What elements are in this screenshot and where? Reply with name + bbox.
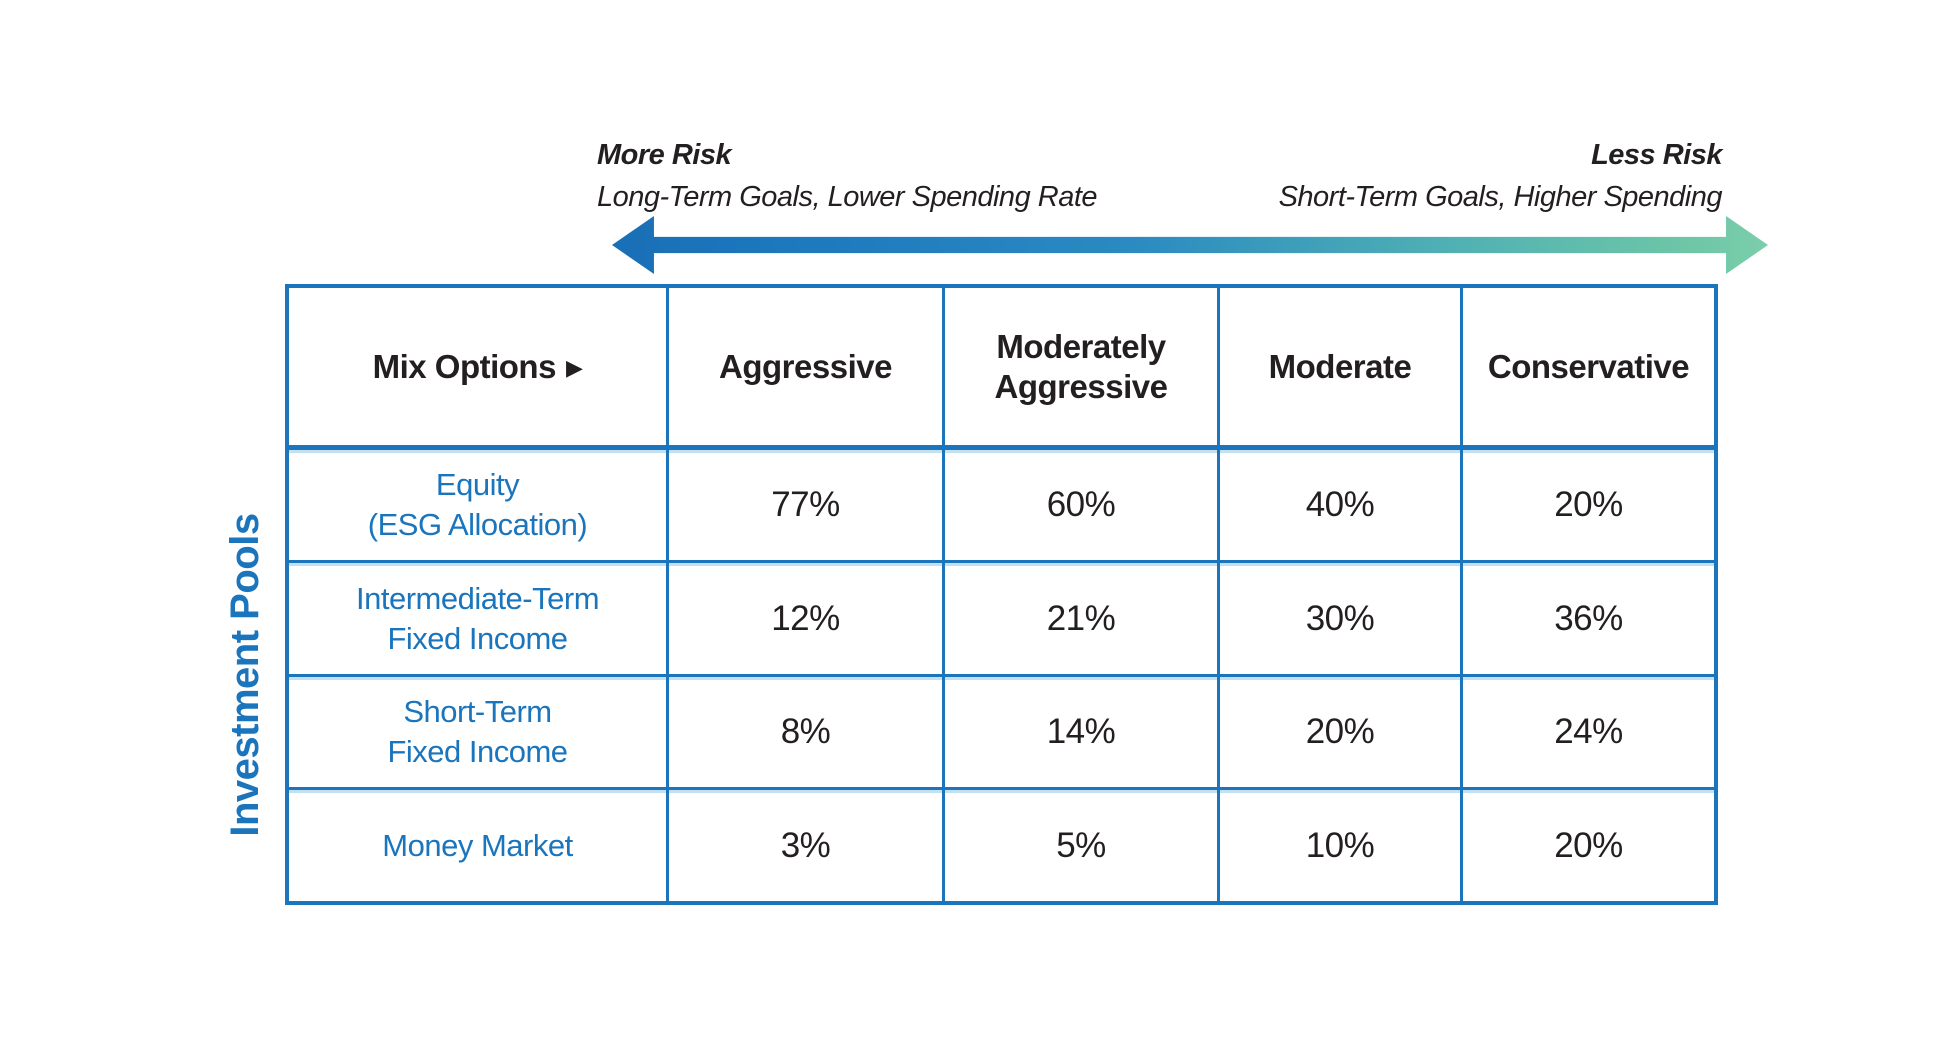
row-label-intermediate-term-fixed-income: Intermediate-Term Fixed Income <box>289 563 669 677</box>
less-risk-title: Less Risk <box>1591 139 1722 171</box>
column-header-conservative: Conservative <box>1463 288 1714 450</box>
value-cell: 30% <box>1220 563 1463 677</box>
mix-options-header-cell: Mix Options ▶ <box>289 288 669 450</box>
mix-options-label-wrap: Mix Options ▶ <box>373 348 583 386</box>
value-cell: 36% <box>1463 563 1714 677</box>
value-cell: 8% <box>669 677 945 790</box>
value-cell: 20% <box>1554 825 1623 865</box>
row-label-money-market: Money Market <box>289 790 669 901</box>
value-cell: 10% <box>1220 790 1463 901</box>
value-cell: 12% <box>669 563 945 677</box>
more-risk-title: More Risk <box>597 139 732 171</box>
value-cell: 20% <box>1463 450 1714 563</box>
mix-options-table: Mix Options ▶ Aggressive Moderately Aggr… <box>285 284 1718 905</box>
value-cell: 5% <box>945 790 1220 901</box>
value-cell: 77% <box>669 450 945 563</box>
less-risk-subtitle: Short-Term Goals, Higher Spending <box>1278 181 1723 213</box>
column-header-aggressive: Aggressive <box>669 288 945 450</box>
value-cell: 40% <box>1220 450 1463 563</box>
value-cell: 21% <box>945 563 1220 677</box>
risk-gradient-double-arrow-icon <box>612 216 1768 274</box>
arrow-right-icon: ▶ <box>565 354 583 380</box>
row-label-short-term-fixed-income: Short-Term Fixed Income <box>289 677 669 790</box>
value-cell: 3% <box>669 790 945 901</box>
column-header-moderately-aggressive: Moderately Aggressive <box>945 288 1220 450</box>
risk-scale-left-label: More Risk Long-Term Goals, Lower Spendin… <box>597 134 1098 218</box>
row-label-equity: Equity (ESG Allocation) <box>289 450 669 563</box>
value-cell: 60% <box>945 450 1220 563</box>
mix-options-label: Mix Options <box>372 347 557 385</box>
value-cell: 24% <box>1463 677 1714 790</box>
more-risk-subtitle: Long-Term Goals, Lower Spending Rate <box>597 181 1098 213</box>
column-header-moderate: Moderate <box>1220 288 1463 450</box>
investment-pools-axis-label: Investment Pools <box>223 513 267 837</box>
value-cell: 20% <box>1220 677 1463 790</box>
value-cell: 14% <box>945 677 1220 790</box>
risk-scale-right-label: Less Risk Short-Term Goals, Higher Spend… <box>1278 134 1723 218</box>
